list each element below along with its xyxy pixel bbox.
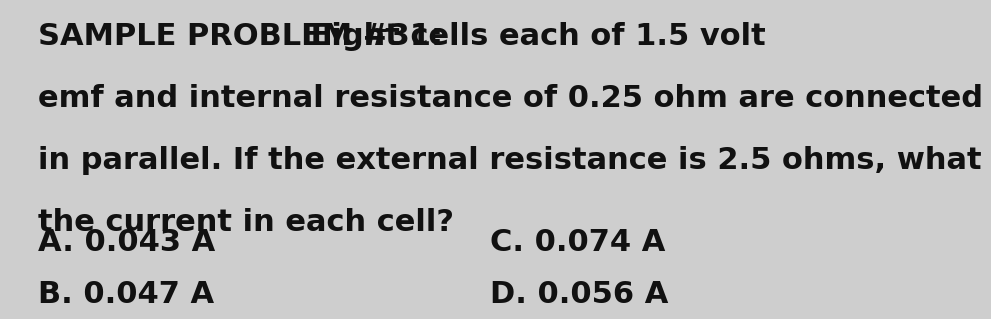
Text: B. 0.047 A: B. 0.047 A — [38, 280, 214, 309]
Text: A. 0.043 A: A. 0.043 A — [38, 228, 215, 257]
Text: SAMPLE PROBLEM #31:: SAMPLE PROBLEM #31: — [38, 22, 443, 51]
Text: D. 0.056 A: D. 0.056 A — [490, 280, 668, 309]
Text: in parallel. If the external resistance is 2.5 ohms, what is: in parallel. If the external resistance … — [38, 146, 991, 175]
Text: the current in each cell?: the current in each cell? — [38, 208, 454, 237]
Text: emf and internal resistance of 0.25 ohm are connected: emf and internal resistance of 0.25 ohm … — [38, 84, 983, 113]
Text: C. 0.074 A: C. 0.074 A — [490, 228, 665, 257]
Text: Eight cells each of 1.5 volt: Eight cells each of 1.5 volt — [300, 22, 766, 51]
